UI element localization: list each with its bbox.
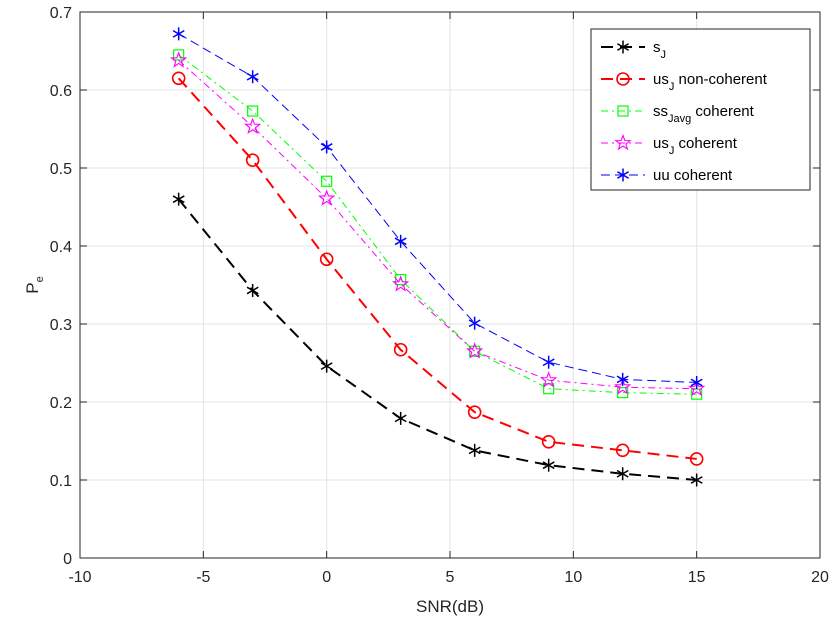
- data-point-1-2: [319, 252, 334, 267]
- legend-label-sub: J: [669, 81, 675, 93]
- data-point-2-0: [173, 49, 185, 61]
- series-line-0: [177, 198, 697, 481]
- legend-label-sub: Javg: [668, 113, 691, 125]
- data-point-0-4: [468, 443, 481, 457]
- legend-label-sub: J: [669, 145, 675, 157]
- axis-ticks: -10 -5 0 5 10 15 20 0 0.1 0.2 0.3 0.4 0.5 0.6 0.7: [50, 5, 829, 586]
- legend-label-main: s: [653, 39, 661, 56]
- legend-label-rest: coherent: [674, 135, 737, 152]
- data-point-3-0: [170, 51, 188, 68]
- data-point-3-3: [392, 275, 410, 292]
- legend-label-1: usJ non-coherent: [653, 71, 768, 93]
- series-line-2: [178, 54, 697, 395]
- x-tick-label: -10: [68, 569, 91, 586]
- data-point-1-6: [615, 443, 630, 458]
- data-point-1-7: [689, 452, 704, 466]
- data-point-2-2: [321, 175, 333, 187]
- data-point-0-6: [616, 467, 629, 481]
- legend-label-3: usJ coherent: [653, 135, 738, 157]
- legend-marker-2: [617, 105, 629, 117]
- y-tick-label: 0.1: [50, 473, 72, 490]
- legend-entry-2: ssJavg coherent: [601, 103, 755, 125]
- svg-text:Pe: Pe: [23, 276, 46, 293]
- legend-entry-4: uu coherent: [601, 167, 733, 184]
- y-tick-label: 0.4: [50, 239, 72, 256]
- series-line-1: [177, 77, 697, 460]
- legend-label-4: uu coherent: [653, 167, 733, 184]
- legend-marker-0: [616, 40, 630, 54]
- data-point-0-7: [690, 473, 703, 487]
- y-axis-title-main: P: [23, 282, 42, 293]
- data-point-4-3: [394, 234, 407, 248]
- x-axis-title: SNR(dB): [416, 597, 484, 616]
- data-point-3-5: [540, 371, 558, 388]
- data-point-1-4: [467, 405, 482, 419]
- data-point-4-5: [542, 355, 555, 369]
- y-tick-label: 0: [63, 551, 72, 568]
- y-tick-label: 0.2: [50, 395, 72, 412]
- x-tick-label: -5: [196, 569, 210, 586]
- series-line-4: [178, 33, 697, 383]
- data-point-1-1: [245, 153, 260, 167]
- data-point-0-2: [320, 359, 333, 373]
- data-point-0-1: [246, 283, 259, 297]
- legend-label-main: ss: [653, 103, 668, 120]
- series-0: [172, 192, 703, 487]
- data-point-3-6: [614, 378, 632, 395]
- data-point-2-3: [395, 273, 407, 286]
- legend-label-rest: coherent: [691, 103, 754, 120]
- x-tick-label: 20: [811, 569, 829, 586]
- x-tick-label: 0: [322, 569, 331, 586]
- data-point-0-5: [542, 458, 555, 472]
- y-axis-title-sub: e: [34, 276, 46, 282]
- data-point-4-7: [690, 376, 703, 389]
- legend-label-sub: J: [661, 49, 667, 61]
- legend-label-2: ssJavg coherent: [653, 103, 755, 125]
- y-tick-label: 0.7: [50, 5, 72, 22]
- data-point-4-0: [172, 27, 185, 41]
- legend-marker-4: [616, 168, 630, 182]
- data-point-3-1: [244, 117, 262, 135]
- data-point-2-6: [617, 387, 629, 399]
- data-point-3-4: [466, 342, 484, 359]
- legend-marker-1: [616, 72, 630, 86]
- series-3: [170, 51, 706, 397]
- data-point-3-2: [318, 189, 336, 206]
- data-point-4-6: [616, 372, 629, 386]
- data-point-1-3: [393, 342, 408, 357]
- y-tick-label: 0.6: [50, 83, 72, 100]
- data-point-1-0: [171, 71, 186, 86]
- series-layer: [170, 27, 706, 487]
- series-line-3: [178, 59, 697, 390]
- data-point-4-2: [320, 140, 333, 154]
- legend-label-main: uu coherent: [653, 167, 733, 184]
- y-tick-label: 0.3: [50, 317, 72, 334]
- series-4: [172, 27, 703, 389]
- legend-entry-3: usJ coherent: [601, 133, 738, 157]
- legend-label-main: us: [653, 135, 669, 152]
- legend-label-0: sJ: [653, 39, 666, 61]
- legend-entry-0: sJ: [601, 39, 666, 61]
- y-axis-title: Pe: [23, 276, 46, 293]
- legend-label-rest: non-coherent: [674, 71, 767, 88]
- data-point-3-7: [688, 379, 706, 397]
- x-tick-label: 15: [688, 569, 706, 586]
- data-point-4-1: [246, 70, 259, 84]
- data-point-0-3: [394, 411, 407, 425]
- x-tick-label: 5: [446, 569, 455, 586]
- series-1: [171, 71, 704, 466]
- legend-marker-3: [614, 133, 632, 151]
- data-point-0-0: [172, 192, 185, 206]
- data-point-2-7: [691, 388, 703, 400]
- x-tick-label: 10: [564, 569, 582, 586]
- y-tick-label: 0.5: [50, 161, 72, 178]
- data-point-2-1: [247, 105, 259, 117]
- data-point-1-5: [541, 434, 556, 449]
- legend-label-main: us: [653, 71, 669, 88]
- legend-entry-1: usJ non-coherent: [601, 71, 768, 93]
- data-point-4-4: [468, 316, 481, 330]
